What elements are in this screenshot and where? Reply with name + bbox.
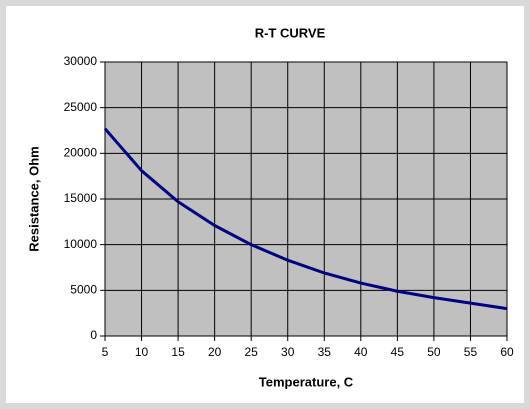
x-tick-label: 40 [354, 345, 368, 359]
y-tick-label: 30000 [64, 54, 98, 68]
curve [103, 127, 508, 311]
x-tick-label: 50 [427, 345, 441, 359]
x-tick-label: 60 [500, 345, 514, 359]
y-tick-label: 25000 [64, 100, 98, 114]
chart-title: R-T CURVE [255, 25, 326, 40]
y-tick-label: 20000 [64, 146, 98, 160]
x-tick-label: 45 [391, 345, 405, 359]
y-tick-label: 0 [90, 328, 97, 342]
x-axis-label: Temperature, C [259, 374, 354, 389]
x-tick-label: 15 [171, 345, 185, 359]
x-tick-label: 25 [245, 345, 259, 359]
x-tick-label: 55 [464, 345, 478, 359]
x-tick-label: 10 [135, 345, 149, 359]
x-tick-label: 5 [102, 345, 109, 359]
x-tick-label: 20 [208, 345, 222, 359]
y-tick-label: 10000 [64, 237, 98, 251]
y-axis-label: Resistance, Ohm [26, 146, 41, 252]
y-tick-label: 15000 [64, 191, 98, 205]
x-tick-label: 30 [281, 345, 295, 359]
x-tick-label: 35 [318, 345, 332, 359]
y-tick-label: 5000 [70, 283, 97, 297]
